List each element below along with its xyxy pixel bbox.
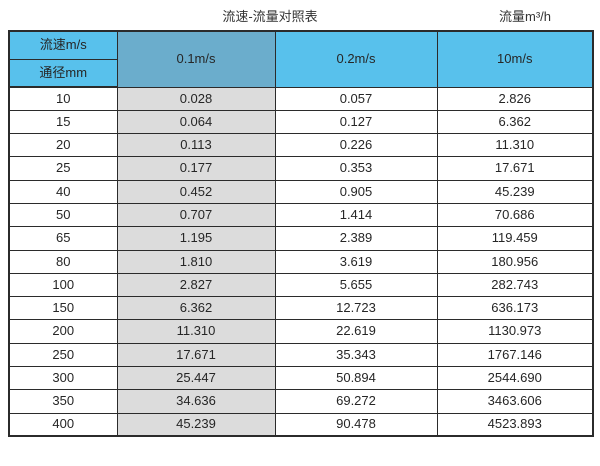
- cell-flow-rate-0.1ms: 25.447: [116, 366, 276, 391]
- cell-flow-rate-10ms: 45.239: [436, 179, 594, 204]
- cell-diameter: 25: [8, 156, 118, 181]
- table-row: 100 2.827 5.655 282.743: [8, 272, 594, 298]
- cell-flow-rate-0.1ms: 0.113: [116, 133, 276, 158]
- corner-velocity-label: 流速m/s: [8, 30, 118, 60]
- cell-flow-rate-0.2ms: 22.619: [274, 319, 438, 344]
- table-row: 400 45.239 90.478 4523.893: [8, 412, 594, 437]
- table-row: 300 25.447 50.894 2544.690: [8, 366, 594, 391]
- table-row: 20 0.113 0.226 11.310: [8, 133, 594, 158]
- table-row: 200 11.310 22.619 1130.973: [8, 319, 594, 344]
- cell-flow-rate-10ms: 17.671: [436, 156, 594, 181]
- cell-flow-rate-10ms: 180.956: [436, 249, 594, 274]
- cell-flow-rate-0.2ms: 3.619: [274, 249, 438, 274]
- table-row: 40 0.452 0.905 45.239: [8, 179, 594, 204]
- cell-flow-rate-0.1ms: 6.362: [116, 296, 276, 321]
- cell-flow-rate-0.1ms: 2.827: [116, 272, 276, 298]
- table-row: 350 34.636 69.272 3463.606: [8, 389, 594, 414]
- header-row-top: 流速m/s 0.1m/s 0.2m/s 10m/s: [8, 30, 594, 88]
- cell-flow-rate-0.1ms: 0.452: [116, 179, 276, 204]
- cell-flow-rate-0.2ms: 0.226: [274, 133, 438, 158]
- table-body: 10 0.028 0.057 2.826 15 0.064 0.127 6.362 20 0.11…: [8, 86, 594, 437]
- cell-diameter: 50: [8, 202, 118, 228]
- cell-diameter: 80: [8, 249, 118, 274]
- cell-flow-rate-10ms: 1767.146: [436, 342, 594, 368]
- table-row: 65 1.195 2.389 119.459: [8, 226, 594, 251]
- cell-flow-rate-0.1ms: 34.636: [116, 389, 276, 414]
- cell-flow-rate-0.2ms: 0.127: [274, 109, 438, 135]
- cell-flow-rate-0.2ms: 0.057: [274, 86, 438, 111]
- flow-rate-unit-label: 流量m³/h: [498, 9, 552, 24]
- cell-flow-rate-0.1ms: 0.064: [116, 109, 276, 135]
- corner-diameter-label: 通径mm: [8, 58, 118, 88]
- flow-velocity-table: 流速m/s 0.1m/s 0.2m/s 10m/s 通径mm 10 0.028 0.…: [8, 30, 594, 438]
- cell-flow-rate-0.2ms: 35.343: [274, 342, 438, 368]
- cell-flow-rate-10ms: 282.743: [436, 272, 594, 298]
- cell-flow-rate-0.2ms: 5.655: [274, 272, 438, 298]
- table-row: 150 6.362 12.723 636.173: [8, 296, 594, 321]
- cell-diameter: 10: [8, 86, 118, 111]
- cell-flow-rate-0.1ms: 1.810: [116, 249, 276, 274]
- cell-diameter: 250: [8, 342, 118, 368]
- cell-flow-rate-0.2ms: 69.272: [274, 389, 438, 414]
- header-row-bottom: 通径mm: [8, 58, 593, 88]
- cell-flow-rate-0.2ms: 12.723: [274, 296, 438, 321]
- table-header: 流速m/s 0.1m/s 0.2m/s 10m/s 通径mm: [8, 30, 594, 88]
- page-header: 流速-流量对照表 流量m³/h: [0, 0, 600, 30]
- cell-diameter: 40: [8, 179, 118, 204]
- cell-flow-rate-10ms: 6.362: [436, 109, 594, 135]
- table-row: 80 1.810 3.619 180.956: [8, 249, 594, 274]
- cell-flow-rate-0.1ms: 1.195: [116, 226, 276, 251]
- cell-flow-rate-0.1ms: 0.707: [116, 202, 276, 228]
- cell-diameter: 150: [8, 296, 118, 321]
- cell-flow-rate-0.1ms: 0.177: [116, 156, 276, 181]
- cell-flow-rate-10ms: 2544.690: [436, 366, 594, 391]
- table-row: 15 0.064 0.127 6.362: [8, 109, 594, 135]
- cell-diameter: 20: [8, 133, 118, 158]
- col-header-velocity-0-2: 0.2m/s: [274, 30, 438, 88]
- cell-flow-rate-0.2ms: 0.353: [274, 156, 438, 181]
- cell-flow-rate-0.1ms: 45.239: [116, 412, 276, 437]
- cell-flow-rate-10ms: 4523.893: [436, 412, 594, 437]
- cell-flow-rate-0.2ms: 0.905: [274, 179, 438, 204]
- cell-flow-rate-0.2ms: 90.478: [274, 412, 438, 437]
- cell-diameter: 15: [8, 109, 118, 135]
- cell-diameter: 100: [8, 272, 118, 298]
- cell-flow-rate-10ms: 636.173: [436, 296, 594, 321]
- table-row: 50 0.707 1.414 70.686: [8, 202, 594, 228]
- table-row: 10 0.028 0.057 2.826: [8, 86, 594, 111]
- cell-flow-rate-10ms: 1130.973: [436, 319, 594, 344]
- cell-diameter: 300: [8, 366, 118, 391]
- cell-diameter: 200: [8, 319, 118, 344]
- cell-flow-rate-10ms: 2.826: [436, 86, 594, 111]
- cell-diameter: 350: [8, 389, 118, 414]
- col-header-velocity-10: 10m/s: [436, 30, 594, 88]
- cell-flow-rate-0.1ms: 11.310: [116, 319, 276, 344]
- col-header-velocity-0-1: 0.1m/s: [116, 30, 276, 88]
- cell-diameter: 65: [8, 226, 118, 251]
- page: 流速-流量对照表 流量m³/h 流速m/s 0.1m/s 0.2m/s 10m/…: [0, 0, 600, 438]
- cell-flow-rate-0.1ms: 17.671: [116, 342, 276, 368]
- cell-flow-rate-10ms: 119.459: [436, 226, 594, 251]
- page-title: 流速-流量对照表: [222, 9, 318, 24]
- cell-flow-rate-0.1ms: 0.028: [116, 86, 276, 111]
- cell-flow-rate-0.2ms: 50.894: [274, 366, 438, 391]
- cell-flow-rate-10ms: 3463.606: [436, 389, 594, 414]
- cell-flow-rate-10ms: 11.310: [436, 133, 594, 158]
- table-row: 250 17.671 35.343 1767.146: [8, 342, 594, 368]
- cell-diameter: 400: [8, 412, 118, 437]
- cell-flow-rate-0.2ms: 1.414: [274, 202, 438, 228]
- cell-flow-rate-10ms: 70.686: [436, 202, 594, 228]
- table-row: 25 0.177 0.353 17.671: [8, 156, 594, 181]
- cell-flow-rate-0.2ms: 2.389: [274, 226, 438, 251]
